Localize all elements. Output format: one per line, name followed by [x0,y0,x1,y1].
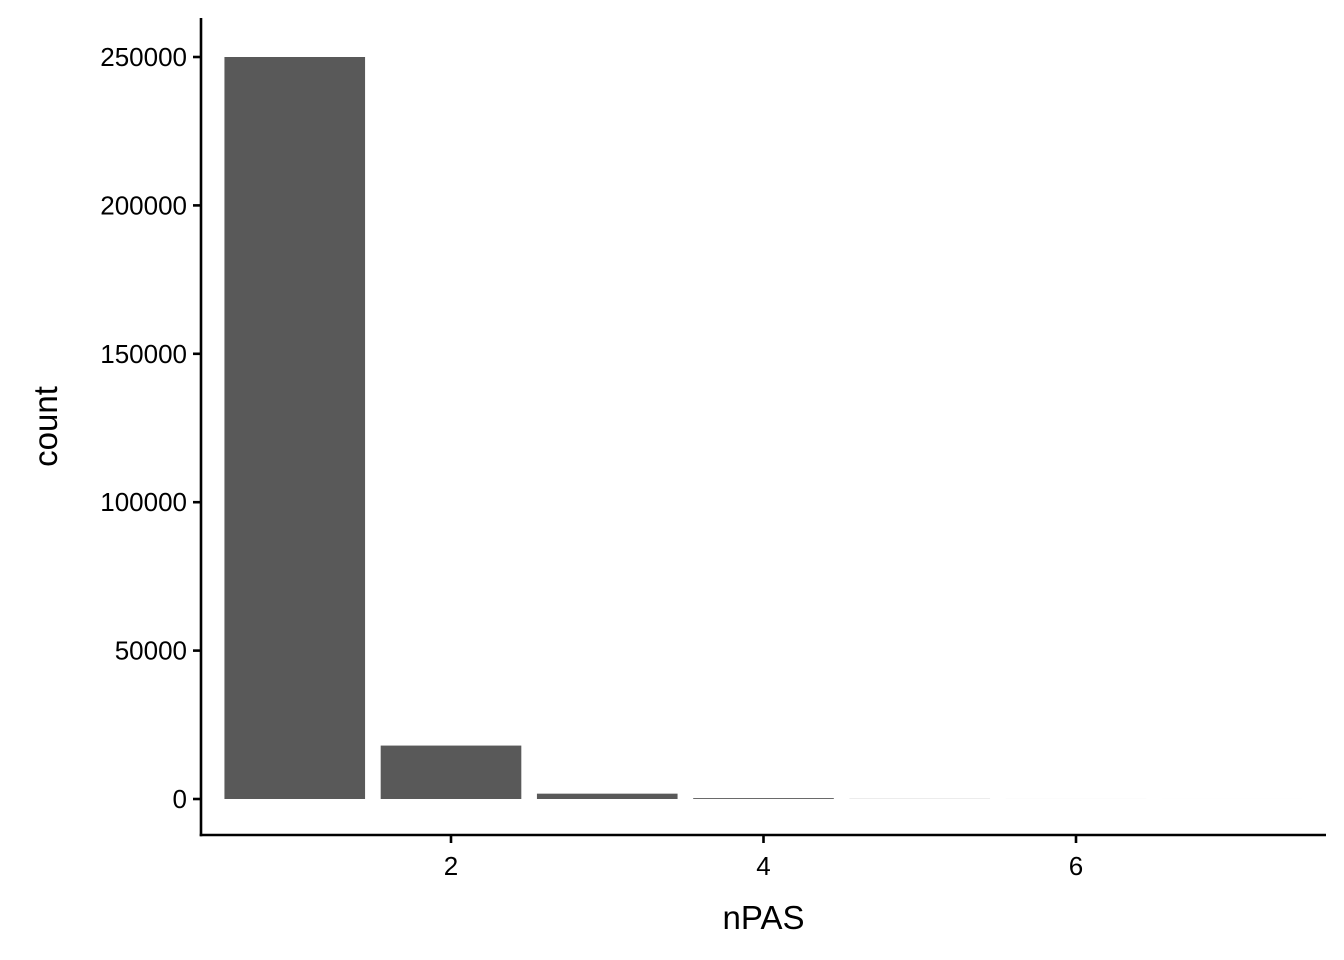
y-tick-label: 50000 [115,636,187,666]
x-tick-label: 6 [1069,851,1083,881]
x-tick-label: 4 [756,851,770,881]
bar-npas-1 [224,57,366,799]
y-tick-label: 150000 [100,339,187,369]
x-tick-label: 2 [444,851,458,881]
y-tick-label: 0 [173,784,187,814]
y-tick-label: 200000 [100,190,187,220]
x-axis-ticks: 2 4 6 [444,835,1083,881]
y-tick-label: 100000 [100,487,187,517]
x-axis-title: nPAS [723,899,805,936]
y-axis-title: count [27,386,64,467]
bars-group [224,57,1303,799]
bar-npas-2 [380,745,522,799]
bar-npas-3 [536,793,678,799]
y-tick-label: 250000 [100,42,187,72]
y-axis-ticks: 0 50000 100000 150000 200000 250000 [100,42,201,814]
bar-npas-4 [693,798,834,799]
